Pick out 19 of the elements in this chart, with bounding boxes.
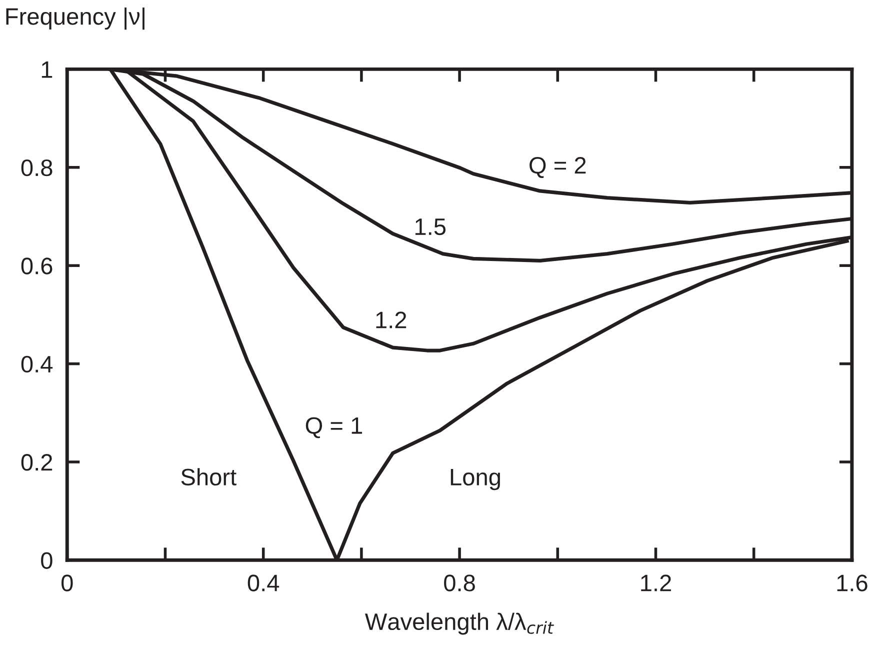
y-tick-label: 0.2: [21, 454, 52, 471]
x-tick-label: 0.8: [444, 574, 475, 592]
annotation: Q = 1: [306, 417, 362, 438]
x-tick-label: 0: [62, 574, 73, 592]
y-tick-label: 1: [42, 62, 52, 78]
y-tick-label: 0.6: [21, 258, 52, 274]
y-tick-label: 0.8: [21, 159, 52, 176]
annotation: Long: [450, 469, 500, 490]
annotation: 1.2: [376, 312, 406, 328]
y-tick-label: 0: [41, 552, 52, 569]
x-tick-label: 1.6: [837, 574, 868, 592]
x-axis-title: Wavelength λ/λ$_{crit}$: [364, 612, 554, 635]
y-axis-title: Frequency |ν|: [6, 8, 144, 30]
x-tick-label: 0.4: [248, 574, 280, 592]
y-tick-label: 0.4: [21, 356, 53, 373]
x-tick-label: 1.2: [641, 574, 671, 592]
annotation: Q = 2: [530, 157, 586, 178]
annotation: Short: [181, 468, 236, 486]
annotation: 1.5: [416, 218, 446, 236]
